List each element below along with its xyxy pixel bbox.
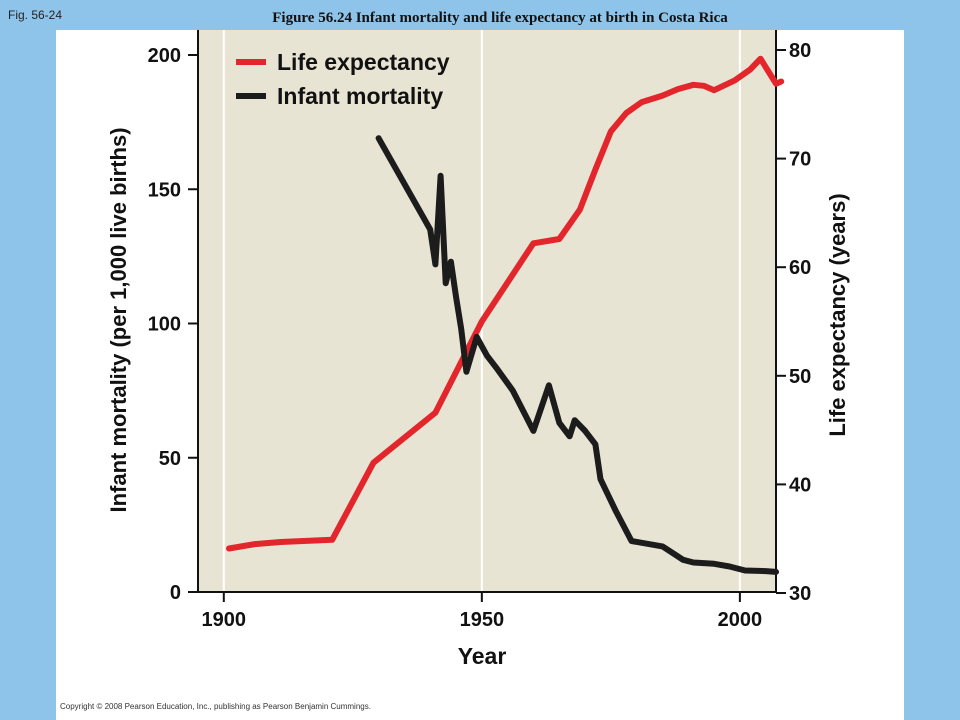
grid [222,30,741,592]
y-tick-label-200: 200 [148,45,181,67]
y2-tick-label-40: 40 [789,474,811,496]
y-tick-label-0: 0 [170,582,181,604]
series-lines [226,55,785,575]
ticks: 0 50 100 150 200 30 40 50 60 70 80 1900 1950 2000 [148,40,812,631]
axes [197,30,777,593]
figure-title: Figure 56.24 Infant mortality and life e… [272,10,728,26]
axis-labels: Year Infant mortality (per 1,000 live bir… [106,127,850,669]
y2-tick-label-70: 70 [789,149,811,171]
x-axis-title: Year [458,643,507,669]
series-line-life-expectancy [226,55,785,552]
y-axis-title-right: Life expectancy (years) [825,193,850,436]
y2-tick-label-50: 50 [789,366,811,388]
x-tick-label-1900: 1900 [202,609,247,631]
legend: Life expectancy Infant mortality [236,49,450,109]
y-tick-label-150: 150 [148,179,181,201]
y-tick-label-100: 100 [148,314,181,336]
copyright-text: Copyright © 2008 Pearson Education, Inc.… [60,702,371,711]
series-line-infant-mortality [375,135,779,575]
legend-label-2: Infant mortality [277,83,443,109]
figure-tag: Fig. 56-24 [8,8,63,22]
legend-label-1: Life expectancy [277,49,450,75]
x-tick-label-1950: 1950 [460,609,505,631]
y2-tick-label-80: 80 [789,40,811,62]
x-tick-label-2000: 2000 [718,609,763,631]
y-tick-label-50: 50 [159,448,181,470]
y2-tick-label-30: 30 [789,583,811,605]
y-axis-title-left: Infant mortality (per 1,000 live births) [106,127,131,512]
y2-tick-label-60: 60 [789,257,811,279]
